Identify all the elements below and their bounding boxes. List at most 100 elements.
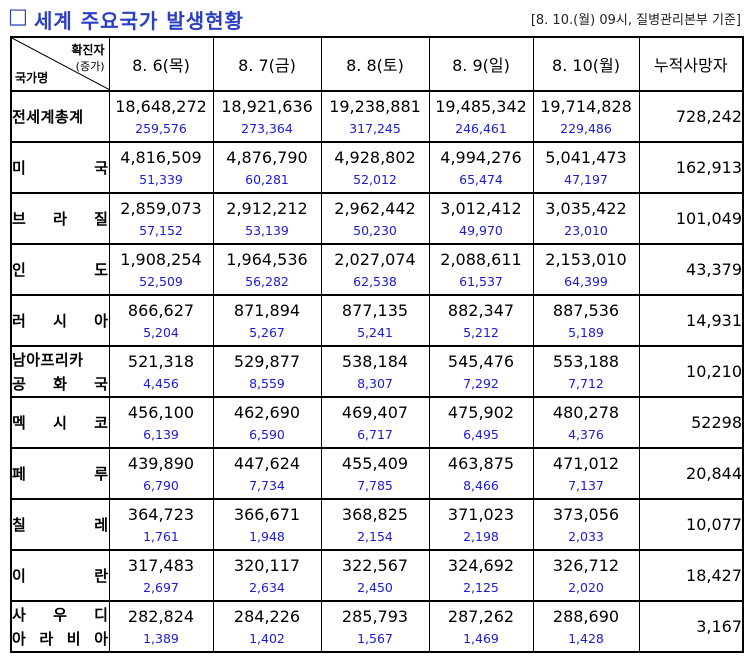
confirmed-cases: 19,485,342 bbox=[428, 90, 534, 116]
daily-increase: 6,139 bbox=[108, 422, 214, 448]
daily-increase: 5,241 bbox=[320, 320, 430, 346]
cumulative-deaths: 18,427 bbox=[638, 549, 744, 601]
daily-increase: 49,970 bbox=[428, 218, 534, 244]
confirmed-cases: 469,407 bbox=[320, 396, 430, 422]
confirmed-cases: 480,278 bbox=[532, 396, 640, 422]
confirmed-cases: 887,536 bbox=[532, 294, 640, 320]
daily-increase: 2,154 bbox=[320, 524, 430, 550]
daily-increase: 57,152 bbox=[108, 218, 214, 244]
date-header: 8. 6(목) bbox=[108, 37, 214, 92]
increase-row: 5,204 5,267 5,241 5,212 5,189 bbox=[11, 320, 743, 346]
country-name: 이 란 bbox=[12, 567, 109, 585]
date-header: 8. 10(월) bbox=[532, 37, 640, 92]
daily-increase: 2,020 bbox=[532, 575, 640, 601]
confirmed-cases: 2,027,074 bbox=[320, 243, 430, 269]
daily-increase: 1,389 bbox=[108, 626, 214, 652]
daily-increase: 1,948 bbox=[212, 524, 322, 550]
country-row: 브 라 질 2,859,073 2,912,212 2,962,442 3,012,41… bbox=[10, 192, 744, 244]
confirmed-cases: 364,723 bbox=[108, 498, 214, 524]
confirmed-cases: 2,912,212 bbox=[212, 192, 322, 218]
confirmed-cases: 322,567 bbox=[320, 549, 430, 575]
daily-increase: 259,576 bbox=[108, 116, 214, 142]
table-body: 전세계총계 18,648,272 18,921,636 19,238,881 19,48… bbox=[10, 90, 744, 652]
confirmed-cases: 882,347 bbox=[428, 294, 534, 320]
confirmed-cases: 4,816,509 bbox=[108, 141, 214, 167]
daily-increase: 5,267 bbox=[212, 320, 322, 346]
confirmed-cases: 475,902 bbox=[428, 396, 534, 422]
confirmed-cases: 5,041,473 bbox=[532, 141, 640, 167]
confirmed-cases: 324,692 bbox=[428, 549, 534, 575]
data-basis-note: [8. 10.(월) 09시, 질병관리본부 기준] bbox=[530, 13, 741, 28]
confirmed-cases: 463,875 bbox=[428, 447, 534, 473]
daily-increase: 1,428 bbox=[532, 626, 640, 652]
daily-increase: 51,339 bbox=[108, 167, 214, 193]
cumulative-deaths: 43,379 bbox=[638, 243, 744, 295]
country-name-cell: 칠 레 bbox=[10, 498, 110, 550]
daily-increase: 5,189 bbox=[532, 320, 640, 346]
cumulative-deaths: 52298 bbox=[638, 396, 744, 448]
daily-increase: 56,282 bbox=[212, 269, 322, 295]
confirmed-cases: 471,012 bbox=[532, 447, 640, 473]
confirmed-cases: 373,056 bbox=[532, 498, 640, 524]
daily-increase: 2,125 bbox=[428, 575, 534, 601]
increase-row: 51,339 60,281 52,012 65,474 47,197 bbox=[11, 167, 743, 193]
country-row: 멕 시 코 456,100 462,690 469,407 475,902 480,278… bbox=[10, 396, 744, 448]
country-name: 남아프리카 bbox=[12, 350, 84, 369]
header-row: 확진자 (증가) 국가명 8. 6(목) 8. 7(금) 8. 8(토) 8. … bbox=[10, 37, 744, 92]
daily-increase: 52,012 bbox=[320, 167, 430, 193]
confirmed-cases: 2,088,611 bbox=[428, 243, 534, 269]
confirmed-cases: 19,238,881 bbox=[320, 90, 430, 116]
country-name: 사 우 디 bbox=[12, 605, 109, 624]
increase-row: 2,697 2,634 2,450 2,125 2,020 bbox=[11, 575, 743, 601]
country-name: 아 라 비 아 bbox=[12, 630, 109, 649]
cumulative-deaths: 728,242 bbox=[638, 90, 744, 142]
confirmed-cases: 366,671 bbox=[212, 498, 322, 524]
country-name-cell: 페 루 bbox=[10, 447, 110, 499]
daily-increase: 7,785 bbox=[320, 473, 430, 499]
confirmed-cases: 3,012,412 bbox=[428, 192, 534, 218]
country-name-cell: 멕 시 코 bbox=[10, 396, 110, 448]
daily-increase: 65,474 bbox=[428, 167, 534, 193]
country-name: 미 국 bbox=[12, 159, 109, 177]
country-name-cell: 이 란 bbox=[10, 549, 110, 601]
daily-increase: 62,538 bbox=[320, 269, 430, 295]
cumulative-deaths: 162,913 bbox=[638, 141, 744, 193]
confirmed-cases: 456,100 bbox=[108, 396, 214, 422]
cumulative-deaths: 3,167 bbox=[638, 600, 744, 652]
country-name: 칠 레 bbox=[12, 516, 109, 534]
daily-increase: 8,466 bbox=[428, 473, 534, 499]
diagonal-line bbox=[12, 38, 108, 89]
confirmed-cases: 4,928,802 bbox=[320, 141, 430, 167]
daily-increase: 60,281 bbox=[212, 167, 322, 193]
diagonal-header-cell: 확진자 (증가) 국가명 bbox=[10, 37, 110, 92]
country-name-cell: 브 라 질 bbox=[10, 192, 110, 244]
daily-increase: 6,717 bbox=[320, 422, 430, 448]
daily-increase: 273,364 bbox=[212, 116, 322, 142]
increase-header-label: (증가) bbox=[75, 60, 105, 73]
daily-increase: 50,230 bbox=[320, 218, 430, 244]
country-row: 러 시 아 866,627 871,894 877,135 882,347 887,536… bbox=[10, 294, 744, 346]
daily-increase: 5,212 bbox=[428, 320, 534, 346]
confirmed-cases: 285,793 bbox=[320, 600, 430, 626]
confirmed-cases: 284,226 bbox=[212, 600, 322, 626]
country-name: 전세계총계 bbox=[12, 108, 84, 126]
confirmed-cases: 529,877 bbox=[212, 345, 322, 371]
confirmed-cases: 18,648,272 bbox=[108, 90, 214, 116]
country-name-cell: 남아프리카 공 화 국 bbox=[10, 345, 110, 397]
country-row: 이 란 317,483 320,117 322,567 324,692 326,712 18… bbox=[10, 549, 744, 601]
confirmed-cases: 447,624 bbox=[212, 447, 322, 473]
country-name-cell: 전세계총계 bbox=[10, 90, 110, 142]
confirmed-cases: 1,964,536 bbox=[212, 243, 322, 269]
daily-increase: 317,245 bbox=[320, 116, 430, 142]
confirmed-cases: 871,894 bbox=[212, 294, 322, 320]
confirmed-cases: 877,135 bbox=[320, 294, 430, 320]
country-header-label: 국가명 bbox=[15, 71, 49, 85]
daily-increase: 2,033 bbox=[532, 524, 640, 550]
confirmed-cases: 3,035,422 bbox=[532, 192, 640, 218]
confirmed-cases: 439,890 bbox=[108, 447, 214, 473]
confirmed-cases: 317,483 bbox=[108, 549, 214, 575]
confirmed-cases: 4,876,790 bbox=[212, 141, 322, 167]
confirmed-cases: 2,859,073 bbox=[108, 192, 214, 218]
confirmed-cases: 538,184 bbox=[320, 345, 430, 371]
